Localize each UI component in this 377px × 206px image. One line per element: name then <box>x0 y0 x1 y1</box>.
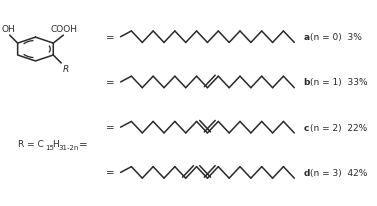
Text: H: H <box>52 139 59 148</box>
Text: b: b <box>303 78 310 87</box>
Text: R = C: R = C <box>18 139 43 148</box>
Text: (n = 0)  3%: (n = 0) 3% <box>310 33 362 42</box>
Text: =: = <box>106 33 114 42</box>
Text: a: a <box>303 33 309 42</box>
Text: =: = <box>106 123 114 132</box>
Text: (n = 2)  22%: (n = 2) 22% <box>310 123 368 132</box>
Text: =: = <box>79 139 88 149</box>
Text: =: = <box>106 78 114 88</box>
Text: R: R <box>63 65 69 74</box>
Text: OH: OH <box>2 25 15 33</box>
Text: c: c <box>303 123 308 132</box>
Text: =: = <box>106 168 114 178</box>
Text: COOH: COOH <box>51 25 78 33</box>
Text: 31-2n: 31-2n <box>59 144 79 150</box>
Text: d: d <box>303 168 310 177</box>
Text: (n = 1)  33%: (n = 1) 33% <box>310 78 368 87</box>
Text: (n = 3)  42%: (n = 3) 42% <box>310 168 368 177</box>
Text: 15: 15 <box>45 144 54 150</box>
